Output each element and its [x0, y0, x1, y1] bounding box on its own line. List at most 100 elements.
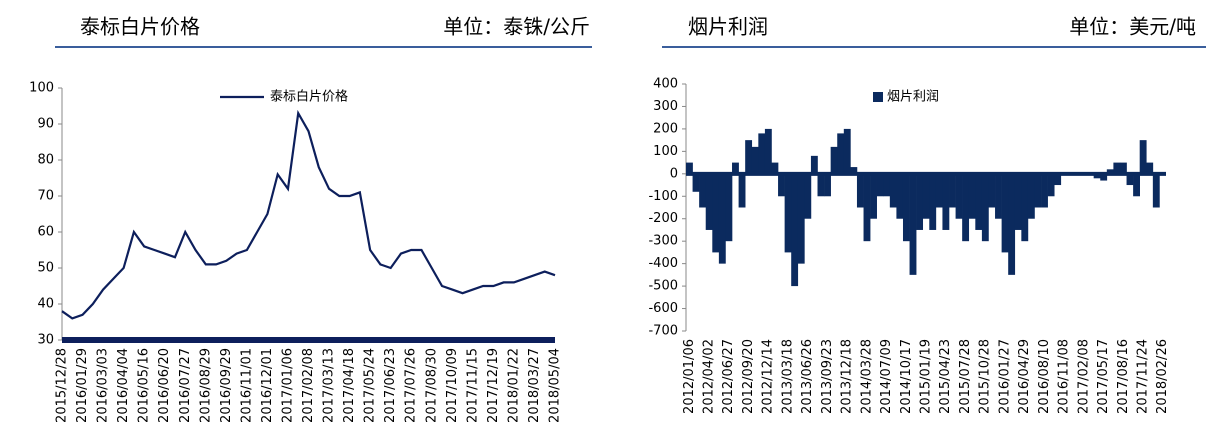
x-tick-label: 2015/10/28 [978, 339, 993, 414]
y-tick-label: 0 [670, 166, 678, 181]
bar [955, 173, 963, 219]
bar [1041, 173, 1048, 208]
bar [949, 173, 956, 208]
x-tick-label: 2017/03/13 [322, 348, 337, 423]
bar [935, 173, 943, 208]
x-tick-label: 2017/02/08 [1076, 339, 1091, 414]
x-tick-label: 2013/12/18 [840, 339, 855, 414]
x-tick-label: 2012/06/27 [721, 339, 736, 414]
x-tick-label: 2018/01/22 [506, 348, 521, 423]
y-tick-label: -300 [648, 234, 678, 249]
x-tick-label: 2018/02/26 [1155, 339, 1170, 414]
bar [988, 173, 996, 208]
bar [902, 173, 910, 242]
x-tick-label: 2016/09/29 [219, 348, 234, 423]
x-tick-label: 2015/12/28 [55, 348, 70, 423]
x-tick-label: 2014/03/28 [859, 339, 874, 414]
x-tick-label: 2018/05/04 [548, 348, 563, 423]
bar [732, 162, 739, 174]
bar [863, 173, 871, 242]
bar [751, 146, 759, 174]
bar [1014, 173, 1022, 230]
y-tick-label: 90 [37, 117, 54, 132]
bar [705, 173, 713, 230]
bar [771, 162, 779, 174]
x-tick-label: 2016/04/29 [1017, 339, 1032, 414]
bar [692, 173, 700, 192]
bar [1152, 173, 1160, 208]
bar [725, 173, 733, 242]
x-tick-label: 2017/02/08 [301, 348, 316, 423]
bar [699, 173, 707, 208]
bar [1106, 169, 1114, 174]
panel-title: 泰标白片价格 [80, 15, 200, 39]
price-line [61, 109, 556, 320]
bar [942, 173, 950, 230]
bar [817, 173, 825, 197]
y-tick-label: -700 [648, 324, 678, 339]
x-tick-label: 2016/07/27 [178, 348, 193, 423]
bar [968, 173, 976, 219]
x-tick-label: 2016/01/29 [75, 348, 90, 423]
y-tick-label: 80 [37, 153, 54, 168]
x-tick-label: 2016/08/10 [1037, 339, 1052, 414]
x-tick-label: 2018/03/27 [527, 348, 542, 423]
bar [975, 173, 983, 230]
y-tick-label: 30 [37, 333, 54, 348]
y-tick-label: -400 [648, 256, 678, 271]
x-tick-label: 2016/04/04 [116, 348, 131, 423]
y-tick-label: 50 [37, 261, 54, 276]
x-tick-label: 2017/10/09 [445, 348, 460, 423]
bar [764, 128, 772, 174]
bar [1126, 173, 1134, 186]
x-tick-label: 2016/03/03 [96, 348, 111, 423]
y-tick-label: -100 [648, 189, 678, 204]
bar [1093, 173, 1101, 179]
x-tick-label: 2016/06/20 [157, 348, 172, 423]
bar [883, 173, 891, 197]
bar [718, 173, 726, 264]
bar [922, 173, 930, 219]
x-tick-label: 2017/06/23 [383, 348, 398, 423]
y-tick-label: 100 [29, 81, 54, 96]
x-tick-label: 2016/05/16 [137, 348, 152, 423]
bar [758, 133, 766, 174]
bar [1054, 173, 1062, 186]
x-tick-label: 2017/08/16 [1116, 339, 1131, 414]
x-tick-label: 2014/10/17 [899, 339, 914, 414]
bar [1027, 173, 1035, 219]
x-tick-label: 2017/07/26 [404, 348, 419, 423]
bar [778, 173, 785, 197]
bar [1100, 173, 1108, 181]
bar [1008, 173, 1016, 275]
legend-label: 烟片利润 [887, 90, 939, 105]
x-tick-label: 2013/06/26 [800, 339, 815, 414]
bar [686, 162, 693, 174]
bar [830, 146, 838, 174]
bar [804, 173, 812, 219]
bar [824, 173, 831, 197]
x-tick-label: 2016/01/27 [997, 339, 1012, 414]
y-tick-label: 70 [37, 189, 54, 204]
y-tick-label: -600 [648, 301, 678, 316]
legend-swatch [873, 92, 883, 102]
y-tick-label: 40 [37, 297, 54, 312]
x-tick-label: 2015/07/28 [958, 339, 973, 414]
x-tick-label: 2017/04/18 [342, 348, 357, 423]
x-tick-label: 2017/11/15 [465, 348, 480, 423]
x-tick-label: 2016/11/08 [1057, 339, 1072, 414]
bar [1146, 162, 1154, 174]
bar [870, 173, 877, 219]
bar [745, 140, 753, 174]
bar [738, 173, 746, 208]
x-tick-label: 2017/08/30 [424, 348, 439, 423]
bar [1133, 173, 1140, 197]
bar [876, 173, 884, 197]
x-tick-label: 2015/01/19 [919, 339, 934, 414]
x-tick-label: 2016/08/29 [198, 348, 213, 423]
x-tick-label: 2017/01/06 [280, 348, 295, 423]
bar [1047, 173, 1055, 197]
x-tick-label: 2016/12/01 [260, 348, 275, 423]
bar [1119, 162, 1127, 174]
